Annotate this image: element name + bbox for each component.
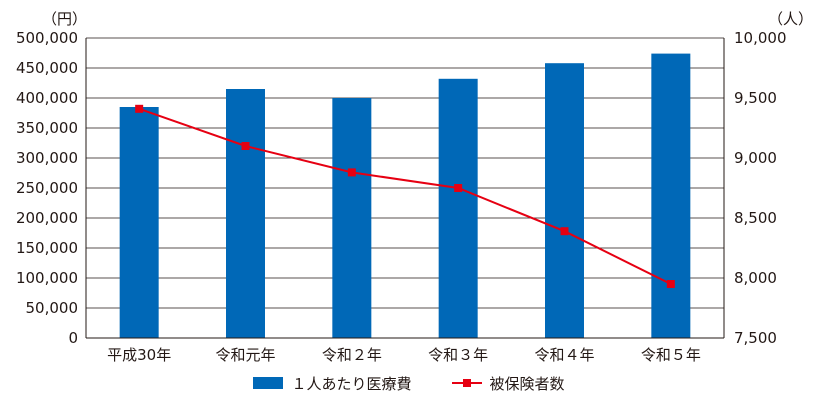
legend-item-bar: １人あたり医療費 <box>253 373 412 394</box>
left-axis-ticks: 0 50,000 100,000 150,000 200,000 250,000 300,0… <box>16 29 78 347</box>
left-tick-label: 400,000 <box>16 89 78 107</box>
x-tick-label: 平成30年 <box>107 346 171 364</box>
x-tick-label: 令和２年 <box>322 346 382 364</box>
right-axis-unit: （人） <box>768 10 813 28</box>
line-point <box>241 142 250 150</box>
legend-line-label: 被保険者数 <box>489 374 565 393</box>
right-tick-label: 10,000 <box>734 29 787 47</box>
left-tick-label: 350,000 <box>16 119 78 137</box>
line-point <box>560 227 569 236</box>
axes <box>85 38 725 339</box>
x-tick-label: 令和元年 <box>215 346 275 364</box>
x-tick-label: 令和５年 <box>641 346 701 364</box>
chart-svg: 0 50,000 100,000 150,000 200,000 250,000 300,0… <box>16 10 813 364</box>
bar <box>545 63 584 338</box>
bar <box>438 78 478 339</box>
line-point <box>666 280 675 288</box>
x-tick-label: 令和４年 <box>534 346 594 364</box>
right-tick-label: 9,000 <box>734 149 777 167</box>
left-tick-label: 200,000 <box>16 209 78 227</box>
right-tick-label: 8,000 <box>734 269 777 287</box>
left-tick-label: 250,000 <box>16 179 78 197</box>
left-tick-label: 500,000 <box>16 29 78 47</box>
line-series-points <box>135 104 675 288</box>
bar <box>119 107 159 338</box>
bar-series <box>119 53 691 339</box>
right-tick-label: 8,500 <box>734 209 777 227</box>
x-axis-ticks: 平成30年 令和元年 令和２年 令和３年 令和４年 令和５年 <box>107 346 701 364</box>
left-tick-label: 100,000 <box>16 269 78 287</box>
legend: １人あたり医療費 被保険者数 <box>0 372 818 394</box>
left-tick-label: 50,000 <box>26 299 79 317</box>
left-axis-unit: （円） <box>42 10 87 28</box>
x-tick-label: 令和３年 <box>428 346 488 364</box>
left-tick-label: 450,000 <box>16 59 78 77</box>
line-point <box>347 168 356 177</box>
right-axis-ticks: 7,500 8,000 8,500 9,000 9,500 10,000 <box>734 29 787 347</box>
right-tick-label: 7,500 <box>734 329 777 347</box>
legend-item-line: 被保険者数 <box>451 373 565 394</box>
line-series-path <box>138 107 672 285</box>
line-point <box>135 104 144 113</box>
legend-line-swatch <box>451 377 482 389</box>
line-point <box>454 184 463 192</box>
legend-bar-label: １人あたり医療費 <box>291 374 412 393</box>
left-tick-label: 150,000 <box>16 239 78 257</box>
legend-bar-swatch <box>253 377 284 389</box>
left-tick-label: 300,000 <box>16 149 78 167</box>
left-tick-label: 0 <box>68 329 78 347</box>
gridlines <box>86 37 724 309</box>
bar <box>651 53 691 338</box>
bar <box>332 98 372 338</box>
bar <box>226 89 265 338</box>
right-tick-label: 9,500 <box>734 89 777 107</box>
